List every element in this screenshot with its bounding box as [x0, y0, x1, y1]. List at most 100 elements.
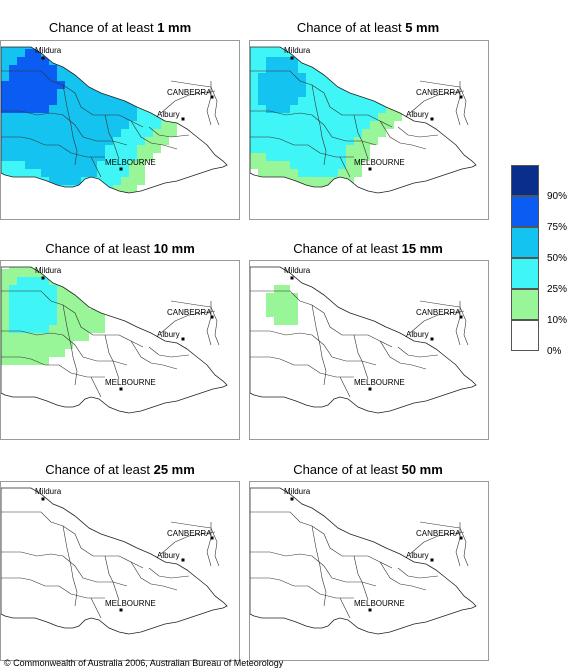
probability-cell [41, 97, 49, 105]
probability-cell [113, 129, 121, 137]
probability-cell [9, 325, 17, 333]
probability-cell [89, 129, 97, 137]
probability-cell [113, 49, 121, 57]
probability-cell [145, 129, 153, 137]
probability-cell [25, 185, 33, 193]
district-border [250, 110, 377, 146]
probability-cell [25, 47, 33, 49]
probability-cell [25, 65, 33, 73]
probability-cell [330, 81, 338, 89]
district-border [1, 290, 144, 348]
probability-cell [282, 145, 290, 153]
district-border [250, 511, 393, 569]
probability-cell [346, 161, 354, 169]
probability-cell [97, 49, 105, 57]
probability-cell [153, 113, 161, 121]
probability-cell [97, 81, 105, 89]
probability-cell [81, 309, 89, 317]
probability-cell [113, 73, 121, 81]
probability-cell [57, 89, 65, 97]
probability-cell [81, 47, 89, 49]
probability-cell [1, 49, 9, 57]
label-melbourne: MELBOURNE [105, 599, 156, 608]
probability-cell [25, 317, 33, 325]
probability-cell [338, 57, 346, 65]
victoria-map: Mildura CANBERRA Albury MELBOURNE [250, 266, 477, 414]
probability-cell [282, 285, 290, 293]
act-border [170, 521, 220, 567]
probability-cell [9, 185, 17, 193]
probability-cell [49, 341, 57, 349]
probability-cell [314, 161, 322, 169]
probability-cell [33, 317, 41, 325]
map-panel-50mm: Mildura CANBERRA Albury MELBOURNE [249, 481, 489, 661]
label-mildura: Mildura [284, 266, 311, 275]
probability-cell [282, 97, 290, 105]
probability-cell [306, 105, 314, 113]
probability-cell [73, 47, 81, 49]
district-border [279, 579, 354, 599]
district-border [379, 561, 427, 591]
probability-cell [97, 317, 105, 325]
district-border [130, 120, 178, 150]
probability-cell [137, 129, 145, 137]
probability-cell [1, 89, 9, 97]
probability-cell [290, 153, 298, 161]
probability-cell [169, 47, 177, 49]
probability-cell [97, 113, 105, 121]
probability-cell [121, 145, 129, 153]
probability-cell [17, 177, 25, 185]
probability-cell [250, 145, 258, 153]
probability-cell [49, 333, 57, 341]
probability-cell [73, 317, 81, 325]
probability-cell [290, 301, 298, 309]
probability-cell [33, 325, 41, 333]
probability-cell [89, 325, 97, 333]
label-mildura: Mildura [35, 266, 62, 275]
probability-cell [41, 349, 49, 357]
probability-cell [65, 301, 73, 309]
probability-cell [97, 57, 105, 65]
probability-cell [73, 169, 81, 177]
probability-cell [1, 137, 9, 145]
probability-cell [258, 65, 266, 73]
map-panel-10mm: Mildura CANBERRA Albury MELBOURNE [0, 260, 240, 440]
probability-cell [1, 57, 9, 65]
probability-cell [354, 121, 362, 129]
district-border [379, 120, 427, 150]
district-border [30, 138, 105, 158]
district-border [455, 301, 461, 346]
probability-cell [1, 317, 9, 325]
probability-cell [250, 81, 258, 89]
probability-cell [177, 73, 185, 81]
probability-cell [282, 57, 290, 65]
probability-cell [9, 349, 17, 357]
probability-cell [322, 105, 330, 113]
probability-cell [49, 193, 57, 201]
probability-cell [137, 177, 145, 185]
probability-cell [25, 301, 33, 309]
probability-cell [17, 121, 25, 129]
legend-swatch-0 [511, 320, 539, 351]
probability-cell [41, 57, 49, 65]
probability-cell [1, 341, 9, 349]
probability-cell [49, 293, 57, 301]
probability-cell [362, 113, 370, 121]
probability-cell [274, 121, 282, 129]
probability-cell [57, 301, 65, 309]
probability-cell [394, 113, 402, 121]
probability-cell [250, 161, 258, 169]
probability-cell [49, 285, 57, 293]
district-border [160, 531, 216, 555]
district-border [90, 156, 102, 178]
probability-cell [73, 177, 81, 185]
probability-cell [89, 145, 97, 153]
probability-cell [65, 105, 73, 113]
dot-canberra [210, 536, 214, 540]
probability-cell [330, 153, 338, 161]
probability-cell [330, 57, 338, 65]
probability-cell [33, 105, 41, 113]
probability-cell [121, 57, 129, 65]
probability-cell [57, 65, 65, 73]
probability-cell [1, 293, 9, 301]
